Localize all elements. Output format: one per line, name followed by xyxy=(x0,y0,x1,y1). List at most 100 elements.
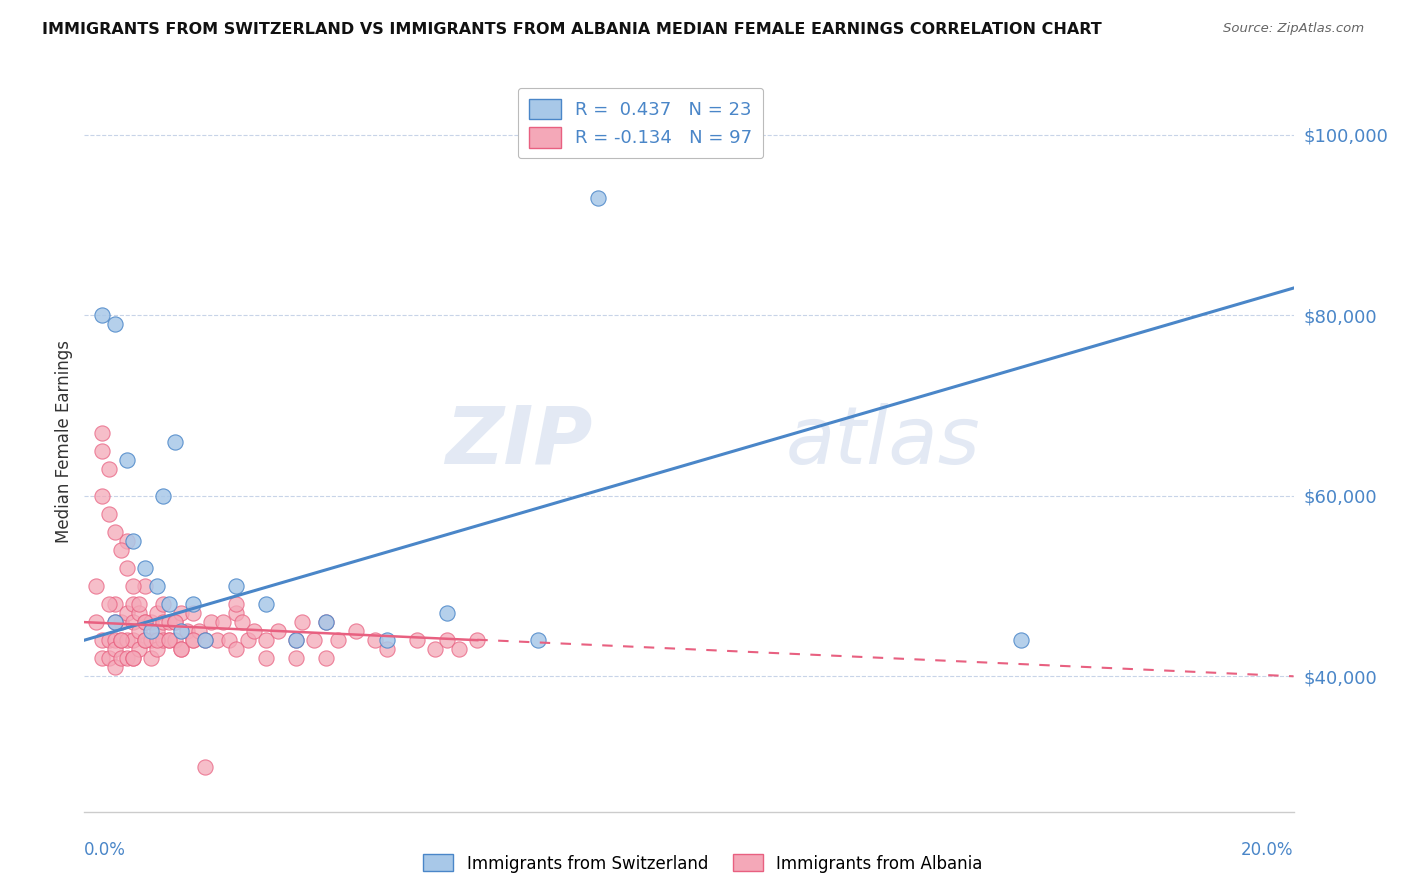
Point xyxy=(170,642,193,657)
Point xyxy=(139,615,162,629)
Point xyxy=(115,561,138,575)
Point xyxy=(128,642,150,657)
Point xyxy=(165,615,187,629)
Point xyxy=(1011,633,1033,648)
Point xyxy=(146,624,169,639)
Point xyxy=(254,597,277,611)
Point xyxy=(346,624,368,639)
Point xyxy=(97,507,120,521)
Point xyxy=(254,633,277,648)
Point xyxy=(225,606,247,620)
Point xyxy=(104,633,127,648)
Text: atlas: atlas xyxy=(786,402,980,481)
Point xyxy=(588,191,610,205)
Point xyxy=(449,642,471,657)
Point xyxy=(165,633,187,648)
Point xyxy=(375,642,398,657)
Point xyxy=(91,633,114,648)
Point xyxy=(110,633,132,648)
Point xyxy=(436,633,458,648)
Point xyxy=(285,633,308,648)
Point xyxy=(176,624,198,639)
Point xyxy=(152,633,174,648)
Point xyxy=(315,615,337,629)
Point xyxy=(194,759,217,773)
Point xyxy=(104,660,127,674)
Point xyxy=(152,615,174,629)
Point xyxy=(406,633,429,648)
Text: 0.0%: 0.0% xyxy=(84,841,127,859)
Point xyxy=(181,597,204,611)
Point xyxy=(157,633,180,648)
Point xyxy=(285,633,308,648)
Point xyxy=(139,633,162,648)
Point xyxy=(527,633,550,648)
Point xyxy=(165,434,187,449)
Point xyxy=(139,624,162,639)
Point xyxy=(152,597,174,611)
Point xyxy=(121,633,143,648)
Point xyxy=(146,606,169,620)
Point xyxy=(291,615,314,629)
Point xyxy=(170,642,193,657)
Point xyxy=(302,633,325,648)
Point xyxy=(121,615,143,629)
Point xyxy=(121,533,143,548)
Point xyxy=(97,597,120,611)
Point xyxy=(157,615,180,629)
Legend: R =  0.437   N = 23, R = -0.134   N = 97: R = 0.437 N = 23, R = -0.134 N = 97 xyxy=(517,87,763,159)
Point xyxy=(200,615,222,629)
Point xyxy=(267,624,290,639)
Point xyxy=(231,615,253,629)
Point xyxy=(181,633,204,648)
Point xyxy=(91,308,114,322)
Point xyxy=(212,615,235,629)
Y-axis label: Median Female Earnings: Median Female Earnings xyxy=(55,340,73,543)
Point xyxy=(115,533,138,548)
Point xyxy=(363,633,385,648)
Point xyxy=(110,651,132,665)
Point xyxy=(128,606,150,620)
Point xyxy=(146,579,169,593)
Point xyxy=(121,651,143,665)
Point xyxy=(188,624,211,639)
Point xyxy=(104,615,127,629)
Point xyxy=(146,633,169,648)
Point xyxy=(91,425,114,440)
Text: ZIP: ZIP xyxy=(444,402,592,481)
Point xyxy=(157,633,180,648)
Point xyxy=(91,489,114,503)
Point xyxy=(115,633,138,648)
Point xyxy=(181,606,204,620)
Point xyxy=(91,443,114,458)
Point xyxy=(225,597,247,611)
Point xyxy=(134,615,156,629)
Point xyxy=(170,606,193,620)
Point xyxy=(134,579,156,593)
Point xyxy=(104,642,127,657)
Point xyxy=(115,651,138,665)
Point xyxy=(254,651,277,665)
Point xyxy=(194,633,217,648)
Text: IMMIGRANTS FROM SWITZERLAND VS IMMIGRANTS FROM ALBANIA MEDIAN FEMALE EARNINGS CO: IMMIGRANTS FROM SWITZERLAND VS IMMIGRANT… xyxy=(42,22,1102,37)
Point xyxy=(328,633,350,648)
Point xyxy=(97,633,120,648)
Point xyxy=(134,561,156,575)
Point xyxy=(467,633,489,648)
Point xyxy=(110,542,132,557)
Point xyxy=(97,651,120,665)
Text: 20.0%: 20.0% xyxy=(1241,841,1294,859)
Point xyxy=(110,633,132,648)
Point xyxy=(91,651,114,665)
Point xyxy=(128,597,150,611)
Point xyxy=(170,624,193,639)
Point xyxy=(134,633,156,648)
Point xyxy=(181,633,204,648)
Point xyxy=(375,633,398,648)
Point xyxy=(315,651,337,665)
Point xyxy=(315,615,337,629)
Point xyxy=(218,633,240,648)
Legend: Immigrants from Switzerland, Immigrants from Albania: Immigrants from Switzerland, Immigrants … xyxy=(416,847,990,880)
Point xyxy=(236,633,259,648)
Point xyxy=(104,597,127,611)
